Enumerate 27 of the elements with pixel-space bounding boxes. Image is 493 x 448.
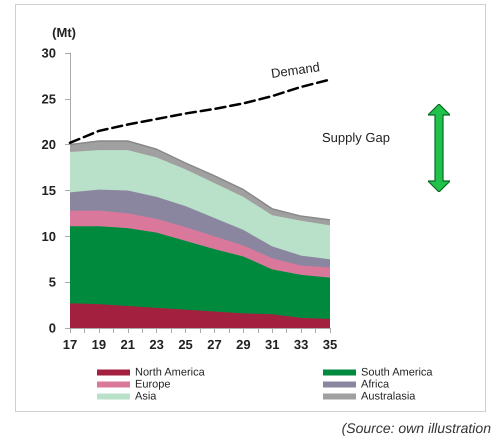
y-tick-label: 30 xyxy=(42,46,56,60)
y-tick-label: 15 xyxy=(42,183,56,198)
x-tick-label: 17 xyxy=(62,337,78,352)
x-tick-label: 35 xyxy=(322,337,338,352)
y-tick-label: 0 xyxy=(48,320,56,336)
legend-label: North America xyxy=(135,366,206,378)
x-tick-label: 29 xyxy=(236,337,251,352)
y-tick-label: 5 xyxy=(48,274,56,290)
annotation: Supply Gap xyxy=(322,130,390,145)
legend-label: Europe xyxy=(135,378,170,390)
x-tick-label: 33 xyxy=(294,337,308,352)
y-tick-label: 25 xyxy=(42,91,56,106)
legend-label: Australasia xyxy=(361,390,416,402)
y-tick-label: 10 xyxy=(42,228,56,244)
text: Demand xyxy=(270,59,321,81)
text: (Source: own illustration xyxy=(342,420,491,436)
x-tick-label: 23 xyxy=(149,337,164,352)
x-tick-label: 27 xyxy=(207,337,222,352)
x-tick-label: 19 xyxy=(92,337,106,352)
x-tick-label: 31 xyxy=(264,337,280,352)
y-axis-title: (Mt) xyxy=(52,25,76,40)
legend-label: South America xyxy=(361,366,434,378)
x-tick-label: 21 xyxy=(120,337,136,352)
legend-label: Asia xyxy=(135,390,158,402)
legend-label: Africa xyxy=(361,378,390,390)
x-tick-label: 25 xyxy=(178,337,193,352)
y-tick-label: 20 xyxy=(42,137,56,152)
